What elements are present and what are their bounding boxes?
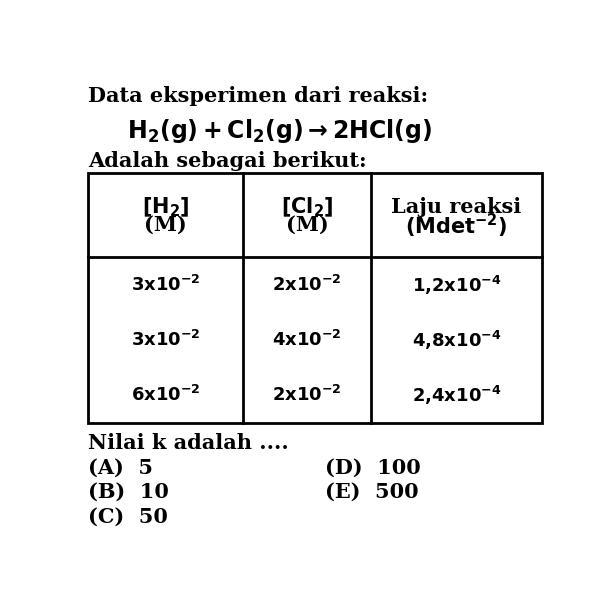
Text: $\mathbf{3 x 10^{-2}}$: $\mathbf{3 x 10^{-2}}$ <box>131 275 201 295</box>
Text: $\mathbf{[Cl_2]}$: $\mathbf{[Cl_2]}$ <box>281 195 333 219</box>
Text: $\mathbf{2 x 10^{-2}}$: $\mathbf{2 x 10^{-2}}$ <box>273 385 342 405</box>
Text: $\mathbf{4 x 10^{-2}}$: $\mathbf{4 x 10^{-2}}$ <box>273 330 342 350</box>
Text: Laju reaksi: Laju reaksi <box>391 197 522 217</box>
Text: $\mathbf{1{,}2 x 10^{-4}}$: $\mathbf{1{,}2 x 10^{-4}}$ <box>412 273 501 296</box>
Text: $\mathbf{2{,}4 x 10^{-4}}$: $\mathbf{2{,}4 x 10^{-4}}$ <box>412 384 501 407</box>
Bar <box>88 172 542 423</box>
Text: (B)  10: (B) 10 <box>88 482 169 502</box>
Text: Adalah sebagai berikut:: Adalah sebagai berikut: <box>88 151 367 171</box>
Text: Nilai k adalah ....: Nilai k adalah .... <box>88 433 289 453</box>
Text: Data eksperimen dari reaksi:: Data eksperimen dari reaksi: <box>88 87 429 106</box>
Text: (M): (M) <box>144 214 187 234</box>
Text: (M$\mathbf{det^{-2}}$): (M$\mathbf{det^{-2}}$) <box>405 212 508 240</box>
Text: (D)  100: (D) 100 <box>325 457 421 477</box>
Text: (C)  50: (C) 50 <box>88 507 168 527</box>
Text: $\mathbf{2 x 10^{-2}}$: $\mathbf{2 x 10^{-2}}$ <box>273 275 342 295</box>
Text: $\mathbf{4{,}8 x 10^{-4}}$: $\mathbf{4{,}8 x 10^{-4}}$ <box>412 329 501 352</box>
Text: (A)  5: (A) 5 <box>88 457 154 477</box>
Text: $\mathbf{[H_2]}$: $\mathbf{[H_2]}$ <box>142 195 190 219</box>
Text: (M): (M) <box>286 214 328 234</box>
Text: (E)  500: (E) 500 <box>325 482 418 502</box>
Text: $\mathbf{6 x 10^{-2}}$: $\mathbf{6 x 10^{-2}}$ <box>131 385 201 405</box>
Text: $\mathbf{3 x 10^{-2}}$: $\mathbf{3 x 10^{-2}}$ <box>131 330 201 350</box>
Text: $\mathbf{H_2(g)+Cl_2(g)\rightarrow 2HCl(g)}$: $\mathbf{H_2(g)+Cl_2(g)\rightarrow 2HCl(… <box>127 117 432 145</box>
